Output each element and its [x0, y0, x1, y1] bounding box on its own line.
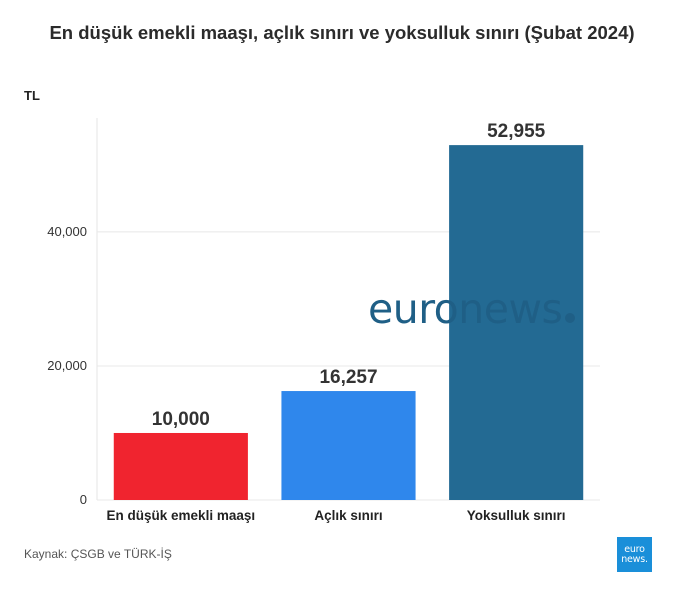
- bar-value-label: 52,955: [487, 121, 546, 142]
- y-axis-unit-label: TL: [24, 88, 40, 103]
- x-category-label: Açlık sınırı: [314, 508, 382, 523]
- euronews-logo: euro news.: [617, 537, 652, 572]
- chart-title: En düşük emekli maaşı, açlık sınırı ve y…: [49, 22, 635, 43]
- watermark-dot: [565, 313, 576, 323]
- bar: [281, 391, 416, 500]
- watermark-text: euronews: [368, 285, 563, 333]
- bar: [449, 145, 584, 501]
- x-category-label: En düşük emekli maaşı: [107, 508, 256, 523]
- bar-value-label: 10,000: [152, 409, 210, 430]
- x-category-label: Yoksulluk sınırı: [467, 508, 566, 523]
- y-tick-label: 20,000: [47, 358, 87, 373]
- source-note: Kaynak: ÇSGB ve TÜRK-İŞ: [24, 547, 172, 561]
- logo-line-1: euro: [624, 544, 645, 555]
- y-tick-label: 40,000: [47, 224, 87, 239]
- euronews-watermark: euronews: [368, 284, 576, 334]
- bar: [113, 432, 248, 500]
- bar-value-label: 16,257: [319, 367, 377, 388]
- y-tick-label: 0: [80, 492, 87, 507]
- logo-line-2: news.: [621, 553, 648, 565]
